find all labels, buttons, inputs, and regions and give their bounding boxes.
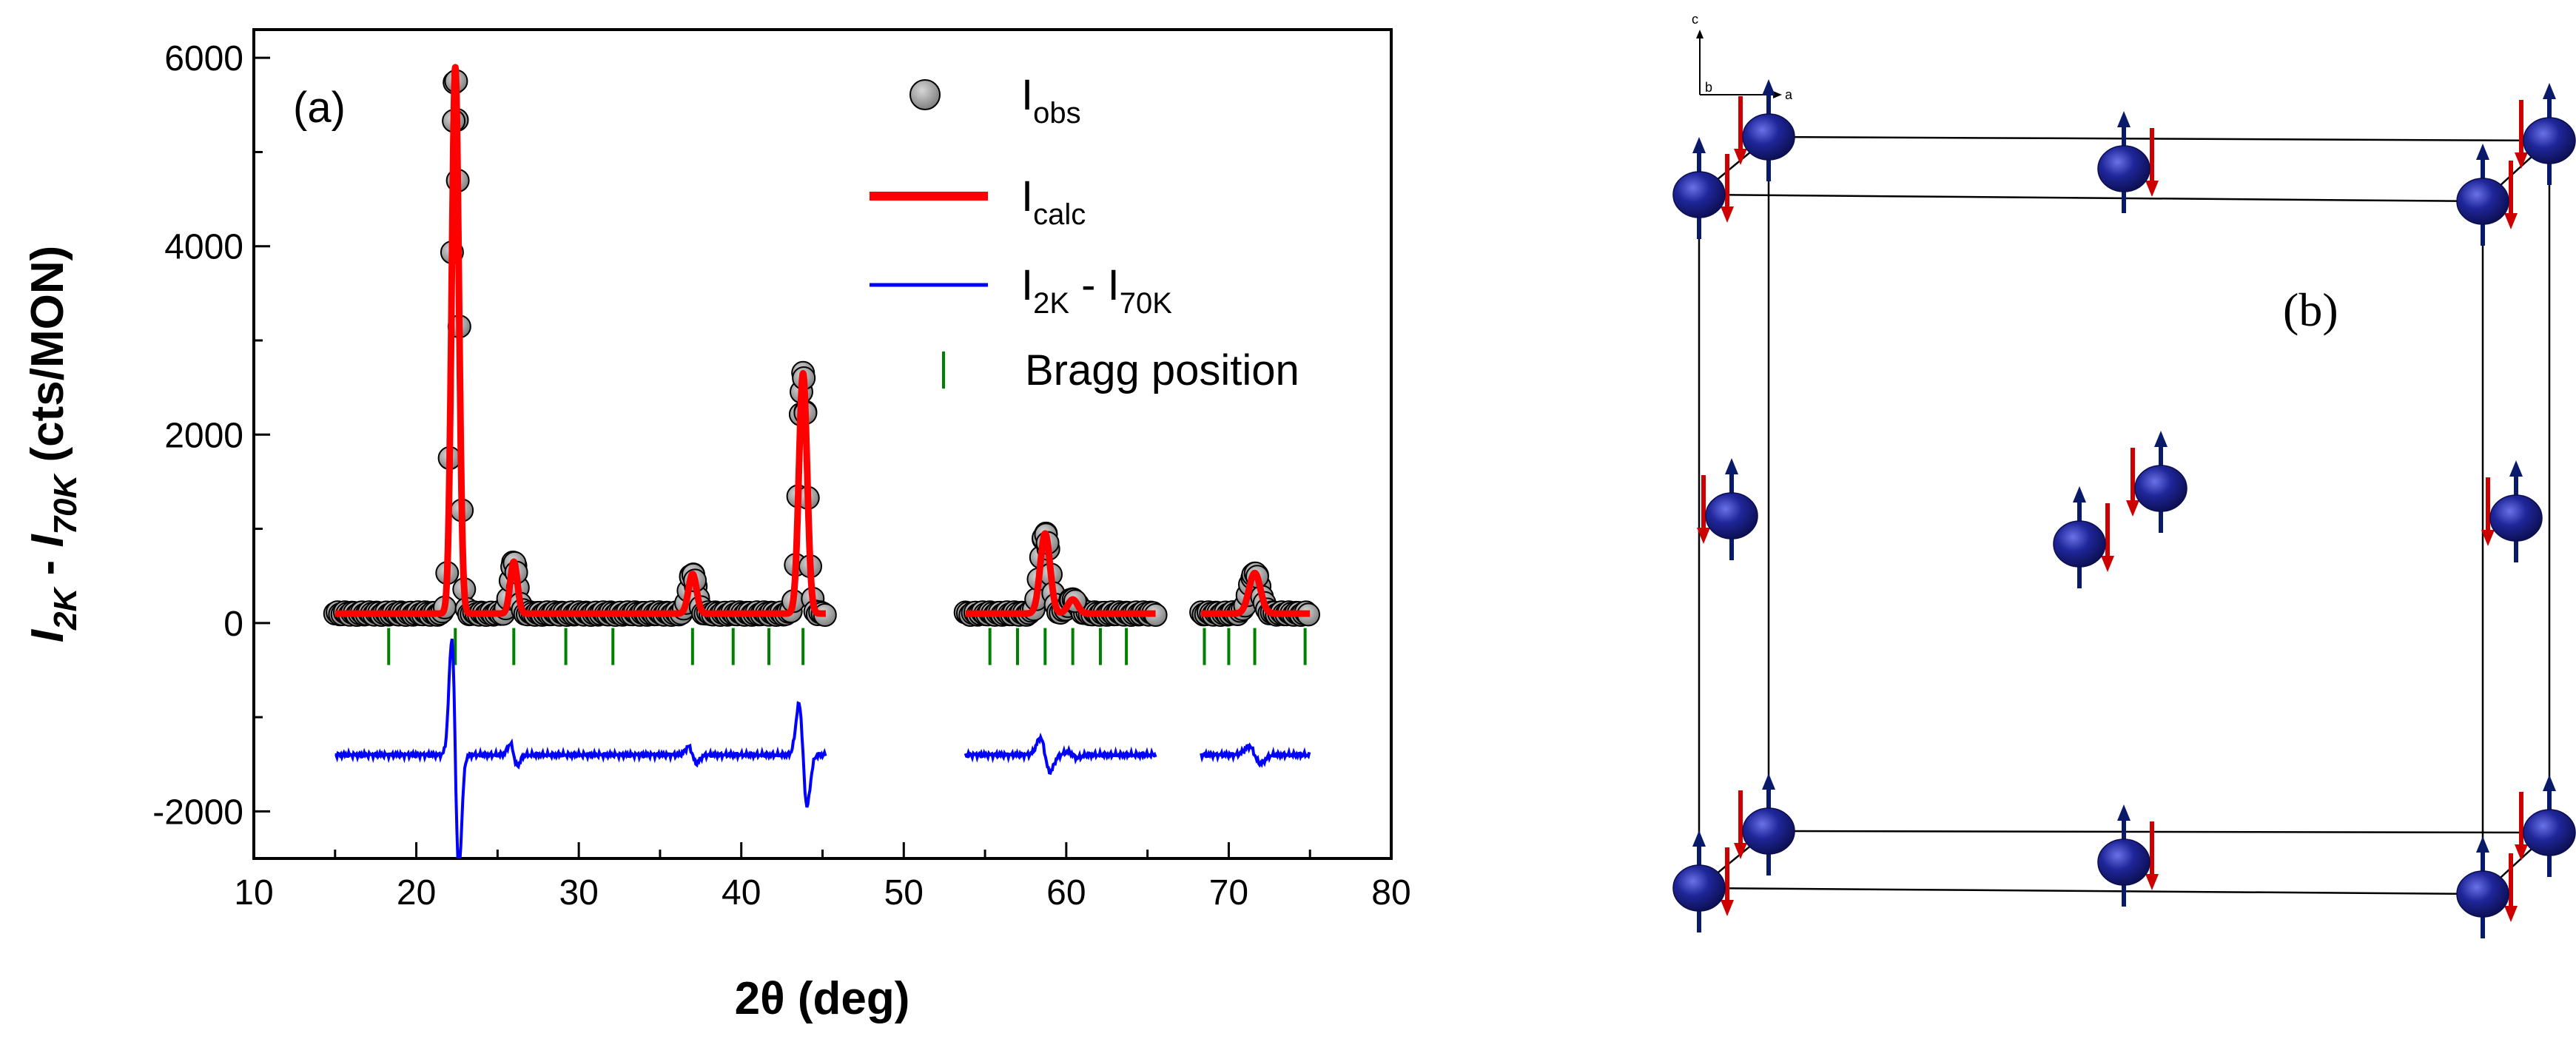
y-tick-label: 6000 (164, 39, 243, 78)
axis-c-label: c (1692, 12, 1698, 27)
calculated-curve (332, 64, 1314, 617)
axis-a-label: a (1785, 87, 1793, 102)
legend-calc-label: Icalc (1021, 172, 1086, 231)
atom-site (2126, 431, 2187, 533)
x-tick-label: 70 (1209, 873, 1248, 912)
y-tick-label: 4000 (164, 228, 243, 267)
atom-site (2515, 83, 2576, 185)
difference-curve-segment (334, 638, 827, 858)
y-axis-title: I2K - I70K (cts/MON) (22, 246, 84, 643)
atom-site (2481, 460, 2543, 562)
x-axis-title: 2θ (deg) (735, 973, 910, 1024)
atom-site (2456, 144, 2518, 246)
atom-site (1672, 137, 1734, 239)
x-tick-label: 60 (1046, 873, 1086, 912)
panel-a-label: (a) (293, 84, 346, 132)
x-tick-label: 80 (1371, 873, 1410, 912)
unit-cell-edges (1698, 135, 2551, 895)
legend-bragg-label: Bragg position (1025, 346, 1299, 394)
calc-curve-segment (962, 530, 1159, 617)
panel-b-magnetic-structure: c b a (b) (1672, 12, 2576, 938)
difference-curve-segment (964, 732, 1157, 776)
y-tick-label: 0 (223, 605, 243, 644)
atom-site (2053, 486, 2114, 588)
x-tick-label: 30 (559, 873, 598, 912)
panel-b-label: (b) (2283, 283, 2338, 336)
difference-curve-segment (1200, 742, 1311, 768)
atom-site (1734, 79, 1795, 181)
calc-curve-segment (1198, 569, 1314, 617)
atom-site (2515, 775, 2576, 877)
atom-site (2097, 111, 2159, 213)
atoms (1672, 79, 2576, 938)
plot-frame (252, 28, 1393, 860)
difference-curve (334, 638, 1311, 858)
y-axis-ticks: -2000 0 2000 4000 6000 (152, 39, 270, 832)
y-tick-label: 2000 (164, 416, 243, 455)
bragg-ticks (387, 628, 1307, 665)
x-axis-ticks: 10 20 30 40 50 60 70 80 (234, 842, 1411, 912)
atom-site (1734, 773, 1795, 875)
plot-area (323, 64, 1320, 858)
y-tick-label: -2000 (152, 793, 243, 832)
axis-indicator: c b a (1692, 12, 1793, 102)
x-tick-label: 10 (234, 873, 273, 912)
x-tick-label: 20 (397, 873, 436, 912)
legend-obs-marker (909, 79, 941, 110)
axis-b-label: b (1705, 80, 1712, 95)
atom-site (2097, 804, 2159, 907)
x-tick-label: 50 (884, 873, 924, 912)
atom-site (1697, 458, 1758, 560)
legend-obs-label: Iobs (1021, 71, 1081, 130)
calc-curve-segment (332, 64, 829, 617)
atom-site (2456, 836, 2518, 938)
atom-site (1672, 830, 1734, 932)
x-tick-label: 40 (722, 873, 761, 912)
legend: Iobs Icalc I2K - I70K Bragg position (870, 71, 1299, 394)
legend-diff-label: I2K - I70K (1021, 261, 1172, 320)
